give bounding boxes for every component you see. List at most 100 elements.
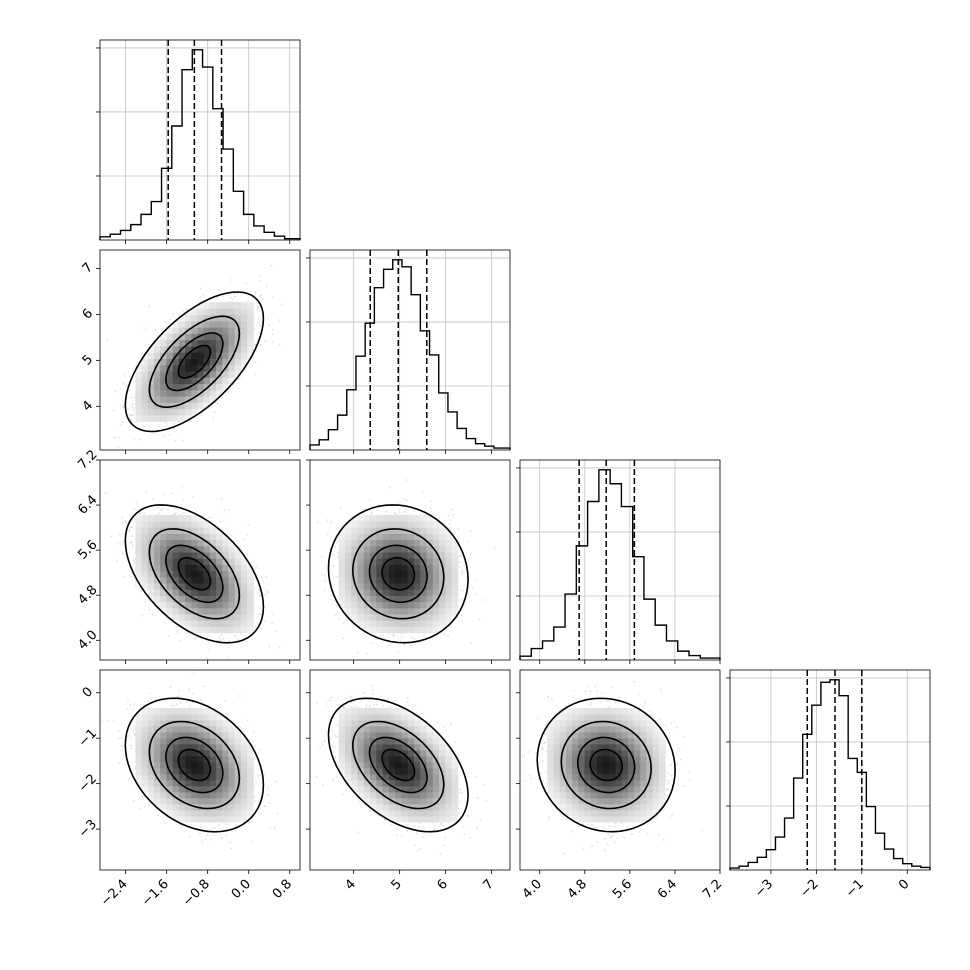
sample-point: [130, 419, 133, 422]
sample-point: [397, 651, 400, 654]
sample-point: [278, 343, 281, 346]
density-cell: [216, 308, 223, 316]
sample-point: [254, 626, 256, 628]
sample-point: [174, 512, 177, 515]
density-cell: [197, 314, 205, 322]
density-cell: [240, 333, 248, 341]
sample-point: [226, 656, 229, 659]
density-cell: [185, 545, 192, 553]
sample-point: [117, 436, 120, 438]
sample-point: [461, 573, 463, 576]
density-cell: [247, 576, 254, 584]
density-cell: [178, 415, 186, 422]
density-cell: [141, 527, 149, 534]
sample-point: [394, 512, 397, 515]
density-cell: [185, 533, 192, 541]
sample-point: [118, 533, 121, 536]
density-cell: [178, 364, 186, 372]
sample-point: [255, 565, 258, 568]
sample-point: [268, 645, 271, 647]
sample-point: [168, 433, 171, 436]
sample-point: [162, 508, 164, 511]
sample-point: [177, 631, 179, 634]
sample-point: [222, 295, 225, 298]
sample-point: [222, 519, 225, 522]
density-cell: [135, 383, 142, 391]
density-cell: [203, 527, 211, 534]
density-cell: [216, 601, 223, 609]
density-cell: [234, 589, 242, 596]
density-cell: [191, 358, 198, 366]
sample-point: [247, 299, 249, 302]
sample-point: [254, 373, 256, 376]
density-cell: [216, 583, 223, 590]
panel-background: [520, 460, 720, 660]
panel-content: [310, 479, 496, 655]
density-cell: [172, 346, 180, 353]
density-cell: [166, 408, 173, 416]
density-cell: [160, 402, 167, 410]
density-cell: [191, 589, 198, 596]
density-cell: [191, 333, 198, 341]
density-cell: [141, 521, 149, 528]
density-cell: [247, 601, 254, 609]
sample-point: [247, 524, 250, 526]
density-cell: [154, 415, 161, 422]
sample-point: [413, 510, 416, 512]
sample-point: [259, 280, 262, 282]
sample-point: [365, 652, 368, 655]
sample-point: [218, 288, 220, 291]
density-cell: [222, 626, 229, 634]
sample-point: [388, 486, 391, 489]
density-cell: [240, 346, 248, 353]
sample-point: [466, 540, 469, 543]
density-cell: [197, 620, 205, 627]
density-cell: [166, 521, 173, 528]
density-cell: [172, 570, 180, 578]
sample-point: [234, 634, 237, 637]
density-cell: [172, 396, 180, 403]
density-cell: [216, 533, 223, 541]
sample-point: [260, 613, 262, 616]
sample-point: [323, 589, 326, 592]
sample-point: [130, 415, 133, 417]
sample-point: [403, 510, 406, 513]
density-cell: [247, 346, 254, 353]
density-cell: [191, 521, 198, 528]
sample-point: [171, 424, 174, 426]
sample-point: [324, 574, 326, 576]
density-cell: [154, 533, 161, 541]
sample-point: [128, 413, 131, 416]
sample-point: [326, 519, 329, 521]
density-cell: [141, 583, 149, 590]
density-cell: [147, 576, 155, 584]
sample-point: [158, 512, 161, 515]
sample-point: [149, 425, 151, 428]
density-cell: [203, 564, 211, 572]
density-cell: [154, 601, 161, 609]
sample-point: [125, 384, 128, 387]
sample-point: [258, 589, 261, 591]
sample-point: [194, 637, 197, 640]
sample-point: [320, 556, 323, 558]
sample-point: [260, 628, 262, 630]
density-cell: [185, 601, 192, 609]
density-cell: [216, 389, 223, 397]
density-cell: [209, 364, 217, 372]
density-cell: [147, 564, 155, 572]
sample-point: [165, 321, 168, 324]
sample-point: [129, 414, 132, 417]
sample-point: [467, 558, 470, 561]
sample-point: [448, 515, 451, 517]
density-cell: [209, 358, 217, 366]
density-cell: [172, 327, 180, 334]
density-cell: [216, 558, 223, 565]
density-cell: [222, 595, 229, 603]
density-cell: [209, 308, 217, 316]
sample-point: [265, 339, 267, 342]
density-cell: [172, 607, 180, 615]
density-cell: [160, 415, 167, 422]
sample-point: [461, 614, 463, 617]
histogram-panel: [306, 249, 511, 451]
density-cell: [222, 371, 229, 378]
